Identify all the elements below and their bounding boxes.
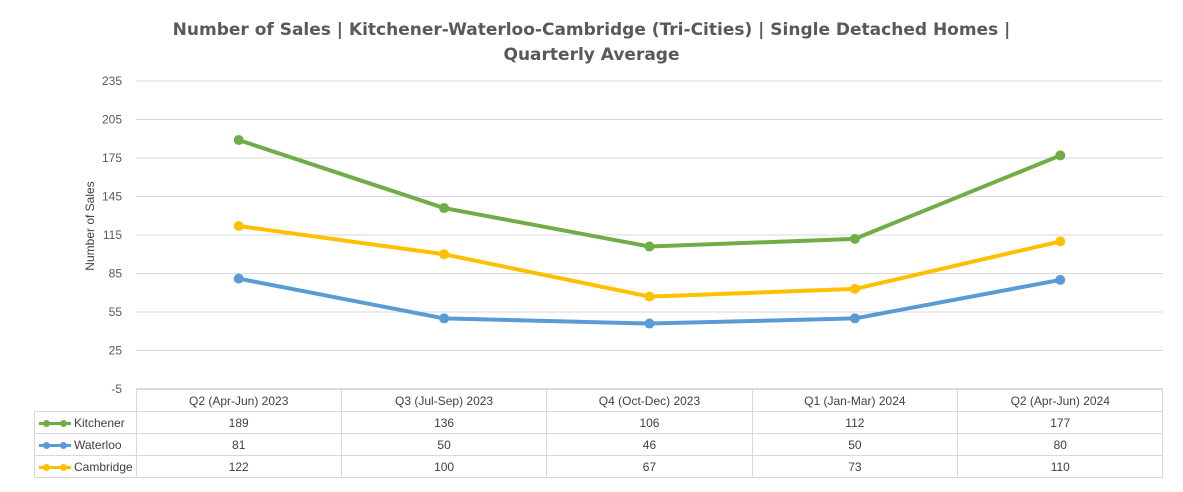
category-header: Q2 (Apr-Jun) 2024: [957, 389, 1164, 412]
table-cell: 122: [135, 455, 342, 478]
y-axis-label: Number of Sales: [83, 181, 97, 270]
table-cell: 112: [751, 411, 959, 434]
table-cell: 106: [546, 411, 753, 434]
table-cell: 67: [546, 455, 753, 478]
data-point: [849, 233, 860, 244]
y-tick-label: 25: [109, 344, 123, 358]
data-point: [439, 203, 450, 214]
y-tick-label: 205: [102, 113, 122, 127]
data-point: [233, 221, 244, 232]
table-row: Cambridge 122 100 67 73 110: [34, 455, 1164, 478]
data-point: [233, 135, 244, 146]
series-line: [238, 138, 1062, 249]
series-kitchener: [233, 135, 1066, 252]
y-tick-label: 175: [102, 151, 122, 165]
category-header: Q2 (Apr-Jun) 2023: [135, 389, 342, 412]
data-point: [439, 249, 450, 260]
table-cell: 136: [340, 411, 548, 434]
data-point: [1055, 236, 1066, 247]
legend-swatch: [39, 462, 71, 472]
legend-key: Waterloo: [34, 433, 137, 456]
legend-swatch: [39, 418, 71, 428]
y-tick-label: 145: [102, 190, 122, 204]
table-cell: 100: [340, 455, 548, 478]
category-header: Q3 (Jul-Sep) 2023: [340, 389, 548, 412]
series-cambridge: [233, 221, 1066, 302]
table-corner: [35, 390, 137, 412]
data-table: Q2 (Apr-Jun) 2023 Q3 (Jul-Sep) 2023 Q4 (Oc…: [34, 389, 1164, 478]
y-tick-label: 235: [102, 74, 122, 88]
table-cell: 110: [957, 455, 1164, 478]
series-waterloo: [233, 273, 1066, 329]
data-point: [644, 318, 655, 329]
table-cell: 189: [135, 411, 342, 434]
category-header: Q1 (Jan-Mar) 2024: [751, 389, 959, 412]
data-point: [644, 291, 655, 302]
table-row: Waterloo 81 50 46 50 80: [34, 433, 1164, 456]
y-tick-label: 55: [109, 305, 123, 319]
table-header-row: Q2 (Apr-Jun) 2023 Q3 (Jul-Sep) 2023 Q4 (Oc…: [35, 389, 1164, 412]
table-row: Kitchener 189 136 106 112 177: [34, 411, 1164, 434]
data-point: [849, 283, 860, 294]
table-cell: 81: [135, 433, 342, 456]
y-tick-label: 115: [103, 228, 122, 242]
chart-title: Number of Sales | Kitchener-Waterloo-Cam…: [0, 18, 1183, 68]
table-cell: 177: [957, 411, 1164, 434]
data-point: [1055, 150, 1066, 161]
series-line: [238, 224, 1061, 299]
y-tick-label: 85: [109, 267, 123, 281]
chart-title-line-2: Quarterly Average: [503, 45, 680, 65]
legend-swatch: [39, 440, 71, 450]
legend-key: Cambridge: [34, 455, 137, 478]
table-cell: 46: [546, 433, 753, 456]
data-point: [233, 273, 244, 284]
category-header: Q4 (Oct-Dec) 2023: [546, 389, 753, 412]
data-point: [644, 241, 655, 252]
series-name: Cambridge: [74, 459, 133, 474]
chart-title-line-1: Number of Sales | Kitchener-Waterloo-Cam…: [172, 20, 1011, 40]
y-tick-label: -5: [111, 382, 122, 396]
table-cell: 80: [957, 433, 1164, 456]
data-point: [1055, 274, 1066, 285]
table-cell: 50: [340, 433, 548, 456]
series-name: Kitchener: [74, 415, 125, 430]
legend-key: Kitchener: [34, 411, 137, 434]
series-name: Waterloo: [74, 437, 122, 452]
table-cell: 73: [751, 455, 959, 478]
table-cell: 50: [751, 433, 959, 456]
data-point: [439, 313, 450, 324]
data-point: [849, 313, 860, 324]
